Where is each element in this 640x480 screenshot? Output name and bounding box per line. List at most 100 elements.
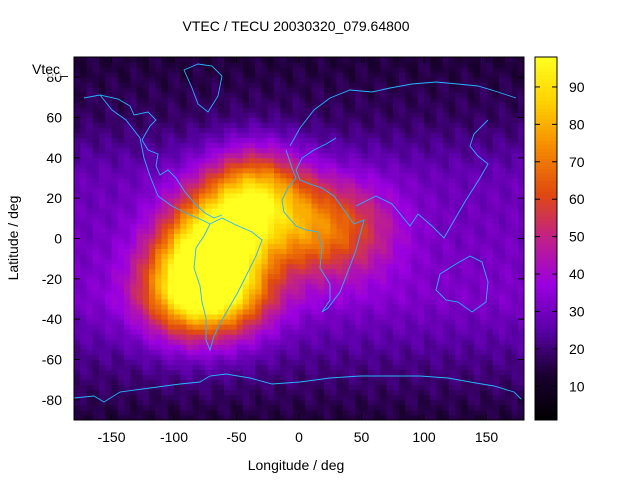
heatmap-cell (86, 258, 94, 265)
heatmap-cell (105, 369, 112, 376)
heatmap-cell (374, 324, 381, 330)
heatmap-cell (492, 162, 500, 169)
heatmap-cell (249, 203, 256, 209)
heatmap-cell (399, 147, 406, 154)
heatmap-cell (142, 354, 150, 360)
heatmap-cell (217, 268, 225, 275)
heatmap-cell (317, 374, 325, 381)
heatmap-cell (386, 213, 394, 219)
heatmap-cell (186, 77, 194, 83)
heatmap-cell (192, 218, 200, 224)
heatmap-cell (174, 147, 181, 154)
heatmap-cell (92, 278, 100, 285)
heatmap-cell (174, 157, 181, 164)
heatmap-cell (199, 364, 206, 370)
heatmap-cell (467, 183, 475, 189)
heatmap-cell (349, 334, 356, 340)
heatmap-cell (80, 253, 87, 260)
heatmap-cell (480, 122, 487, 128)
heatmap-cell (430, 253, 437, 260)
heatmap-cell (349, 364, 356, 370)
heatmap-cell (380, 364, 387, 370)
heatmap-cell (149, 304, 156, 310)
heatmap-cell (486, 288, 494, 295)
heatmap-cell (436, 152, 444, 159)
heatmap-cell (499, 299, 506, 305)
heatmap-cell (99, 107, 106, 113)
heatmap-cell (255, 379, 262, 386)
heatmap-cell (405, 248, 412, 255)
heatmap-cell (142, 183, 150, 189)
heatmap-cell (399, 112, 406, 118)
heatmap-cell (217, 399, 225, 406)
heatmap-cell (417, 208, 425, 214)
heatmap-cell (224, 72, 231, 78)
heatmap-cell (386, 152, 394, 159)
heatmap-cell (299, 319, 306, 325)
heatmap-cell (499, 283, 506, 290)
heatmap-cell (474, 208, 481, 214)
heatmap-cell (92, 263, 100, 270)
heatmap-cell (361, 349, 369, 355)
heatmap-cell (317, 379, 325, 386)
heatmap-cell (330, 299, 337, 305)
heatmap-cell (486, 364, 494, 370)
heatmap-cell (467, 92, 475, 98)
heatmap-cell (505, 152, 512, 159)
heatmap-cell (411, 193, 419, 199)
heatmap-cell (155, 127, 162, 134)
heatmap-cell (367, 263, 375, 270)
heatmap-cell (292, 152, 300, 159)
heatmap-cell (455, 409, 462, 416)
heatmap-cell (511, 344, 519, 350)
heatmap-cell (517, 157, 524, 164)
heatmap-cell (80, 263, 87, 270)
heatmap-cell (161, 329, 169, 335)
heatmap-cell (130, 319, 137, 325)
heatmap-cell (236, 334, 244, 340)
heatmap-cell (117, 248, 125, 255)
heatmap-cell (74, 142, 81, 149)
heatmap-cell (155, 354, 162, 360)
heatmap-cell (80, 334, 87, 340)
heatmap-cell (217, 288, 225, 295)
heatmap-cell (505, 107, 512, 113)
heatmap-cell (430, 404, 437, 411)
heatmap-cell (267, 107, 275, 113)
heatmap-cell (499, 228, 506, 234)
heatmap-cell (92, 193, 100, 199)
heatmap-cell (186, 304, 194, 310)
heatmap-cell (236, 278, 244, 285)
heatmap-cell (236, 414, 244, 420)
heatmap-cell (392, 309, 400, 315)
heatmap-cell (236, 193, 244, 199)
heatmap-cell (230, 213, 237, 219)
heatmap-cell (130, 137, 137, 144)
heatmap-cell (249, 137, 256, 144)
heatmap-cell (286, 243, 294, 249)
heatmap-cell (149, 198, 156, 204)
heatmap-cell (461, 198, 469, 204)
heatmap-cell (399, 223, 406, 229)
heatmap-cell (124, 228, 131, 234)
heatmap-cell (336, 324, 344, 330)
heatmap-cell (74, 268, 81, 275)
heatmap-cell (355, 324, 362, 330)
heatmap-cell (424, 203, 431, 209)
heatmap-cell (424, 364, 431, 370)
heatmap-cell (292, 172, 300, 179)
heatmap-cell (292, 233, 300, 239)
heatmap-cell (299, 364, 306, 370)
heatmap-cell (142, 369, 150, 376)
heatmap-cell (130, 293, 137, 300)
heatmap-cell (430, 394, 437, 401)
heatmap-cell (342, 243, 350, 249)
heatmap-cell (161, 122, 169, 128)
heatmap-cell (74, 178, 81, 184)
heatmap-cell (411, 394, 419, 401)
heatmap-cell (486, 304, 494, 310)
heatmap-cell (274, 137, 281, 144)
heatmap-cell (92, 102, 100, 108)
heatmap-cell (230, 233, 237, 239)
heatmap-cell (92, 157, 100, 164)
